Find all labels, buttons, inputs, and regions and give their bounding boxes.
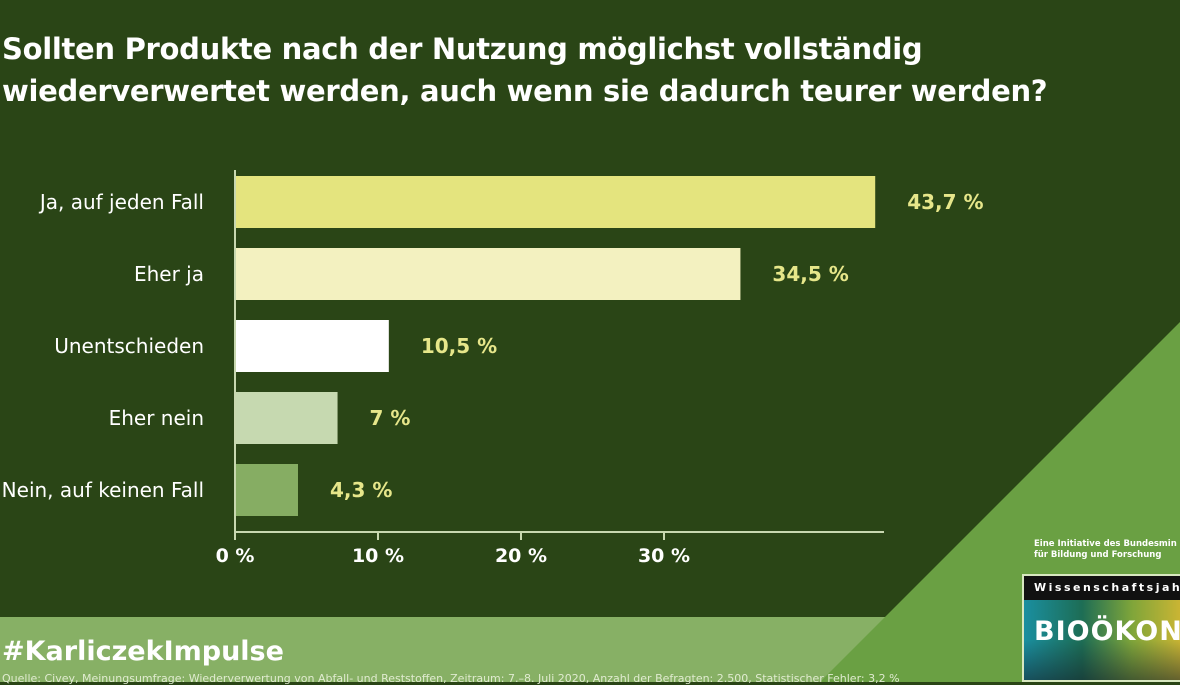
bar [235,248,741,300]
source-note: Quelle: Civey, Meinungsumfrage: Wiederve… [2,672,900,685]
value-label: 34,5 % [772,262,848,286]
value-label: 43,7 % [907,190,983,214]
value-label: 7 % [370,406,411,430]
initiative-line-1: Eine Initiative des Bundesmin [1034,539,1177,549]
x-tick-label: 10 % [352,545,404,567]
category-label: Eher ja [134,262,204,286]
value-label: 10,5 % [421,334,497,358]
logo-word: BIOÖKONO [1034,616,1180,647]
bar-chart: Ja, auf jeden Fall 43,7 % Eher ja 34,5 % Une… [2,170,984,567]
x-tick-label: 0 % [216,545,255,567]
category-label: Nein, auf keinen Fall [2,478,204,502]
x-tick-label: 20 % [495,545,547,567]
initiative-line-2: für Bildung und Forschung [1034,550,1162,560]
page-title: Sollten Produkte nach der Nutzung möglic… [2,28,1048,112]
category-label: Eher nein [109,406,204,430]
logo-gradient: BIOÖKONO [1024,600,1180,680]
x-tick-label: 30 % [638,545,690,567]
bar [235,176,876,228]
logo-top-text: Wissenschaftsjahr 2 [1024,576,1180,600]
hashtag: #KarliczekImpulse [2,636,284,667]
wissenschaftsjahr-logo: Wissenschaftsjahr 2 BIOÖKONO [1022,574,1180,682]
category-label: Ja, auf jeden Fall [38,190,204,214]
bar [235,392,338,444]
initiative-text: Eine Initiative des Bundesmin für Bildun… [1034,539,1177,561]
bar [235,464,298,516]
category-label: Unentschieden [54,334,204,358]
title-line-2: wiederverwertet werden, auch wenn sie da… [2,74,1048,108]
bar [235,320,389,372]
value-label: 4,3 % [330,478,392,502]
title-line-1: Sollten Produkte nach der Nutzung möglic… [2,32,923,66]
